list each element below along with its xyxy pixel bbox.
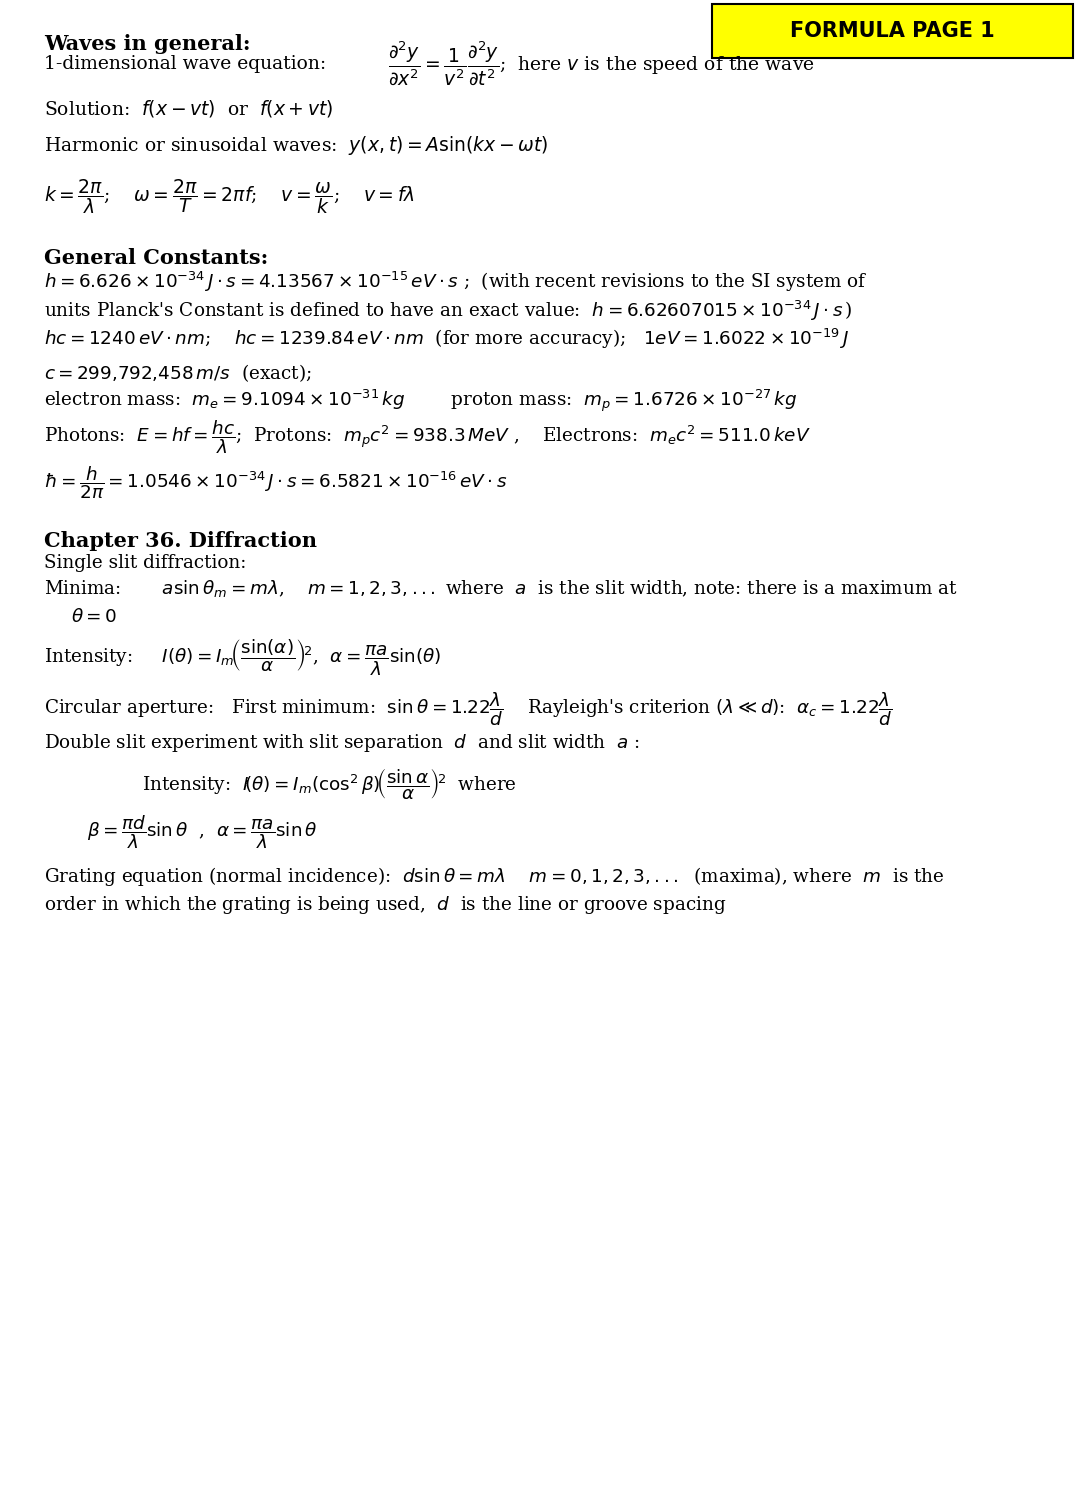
FancyBboxPatch shape (712, 4, 1073, 58)
Text: $hc = 1240\,eV\cdot nm$;    $hc = 1239.84\,eV\cdot nm$  (for more accuracy);   $: $hc = 1240\,eV\cdot nm$; $hc = 1239.84\,… (44, 327, 848, 351)
Text: order in which the grating is being used,  $d$  is the line or groove spacing: order in which the grating is being used… (44, 895, 726, 915)
Text: $h = 6.626\times10^{-34}\,J\cdot s = 4.13567\times10^{-15}\,eV\cdot s$ ;  (with : $h = 6.626\times10^{-34}\,J\cdot s = 4.1… (44, 270, 867, 294)
Text: Chapter 36. Diffraction: Chapter 36. Diffraction (44, 531, 317, 550)
Text: Circular aperture:   First minimum:  $\sin\theta = 1.22\dfrac{\lambda}{d}$    Ra: Circular aperture: First minimum: $\sin\… (44, 690, 892, 728)
Text: Single slit diffraction:: Single slit diffraction: (44, 554, 246, 572)
Text: $k = \dfrac{2\pi}{\lambda}$;    $\omega = \dfrac{2\pi}{T} = 2\pi f$;    $v = \df: $k = \dfrac{2\pi}{\lambda}$; $\omega = \… (44, 177, 415, 215)
Text: $c = 299{,}792{,}458\,m/s$  (exact);: $c = 299{,}792{,}458\,m/s$ (exact); (44, 363, 311, 383)
Text: $\beta = \dfrac{\pi d}{\lambda}\sin\theta$  ,  $\alpha = \dfrac{\pi a}{\lambda}\: $\beta = \dfrac{\pi d}{\lambda}\sin\thet… (87, 813, 318, 851)
Text: Intensity:  $I\!\left(\theta\right) = I_m(\cos^2\beta)\!\left(\dfrac{\sin\alpha}: Intensity: $I\!\left(\theta\right) = I_m… (142, 765, 517, 801)
Text: FORMULA PAGE 1: FORMULA PAGE 1 (791, 21, 995, 42)
Text: $\theta = 0$: $\theta = 0$ (71, 608, 117, 626)
Text: Intensity:     $I(\theta) = I_m\!\left(\dfrac{\sin(\alpha)}{\alpha}\right)^{\!2}: Intensity: $I(\theta) = I_m\!\left(\dfra… (44, 637, 441, 676)
Text: Waves in general:: Waves in general: (44, 34, 250, 53)
Text: Photons:  $E = hf = \dfrac{hc}{\lambda}$;  Protons:  $m_p c^2 = 938.3\,MeV$ ,   : Photons: $E = hf = \dfrac{hc}{\lambda}$;… (44, 418, 810, 456)
Text: General Constants:: General Constants: (44, 248, 268, 267)
Text: Grating equation (normal incidence):  $d\sin\theta = m\lambda$    $m = 0,1,2,3,.: Grating equation (normal incidence): $d\… (44, 865, 945, 889)
Text: 1-dimensional wave equation:: 1-dimensional wave equation: (44, 55, 325, 73)
Text: $\hbar = \dfrac{h}{2\pi} = 1.0546\times10^{-34}\,J\cdot s = 6.5821\times10^{-16}: $\hbar = \dfrac{h}{2\pi} = 1.0546\times1… (44, 465, 508, 501)
Text: Double slit experiment with slit separation  $d$  and slit width  $a$ :: Double slit experiment with slit separat… (44, 733, 640, 753)
Text: $\dfrac{\partial^2 y}{\partial x^2} = \dfrac{1}{v^2}\dfrac{\partial^2 y}{\partia: $\dfrac{\partial^2 y}{\partial x^2} = \d… (388, 40, 815, 88)
Text: Minima:       $a\sin\theta_m = m\lambda$,    $m = 1,2,3,...$ where  $a$  is the : Minima: $a\sin\theta_m = m\lambda$, $m =… (44, 578, 958, 599)
Text: Harmonic or sinusoidal waves:  $y(x,t) = A\sin(kx - \omega t)$: Harmonic or sinusoidal waves: $y(x,t) = … (44, 134, 548, 158)
Text: units Planck's Constant is defined to have an exact value:  $\mathit{h} = 6.6260: units Planck's Constant is defined to ha… (44, 299, 852, 322)
Text: electron mass:  $m_e = 9.1094\times10^{-31}\,kg$        proton mass:  $m_p = 1.6: electron mass: $m_e = 9.1094\times10^{-3… (44, 388, 797, 415)
Text: Solution:  $f(x-vt)$  or  $f(x+vt)$: Solution: $f(x-vt)$ or $f(x+vt)$ (44, 98, 333, 119)
